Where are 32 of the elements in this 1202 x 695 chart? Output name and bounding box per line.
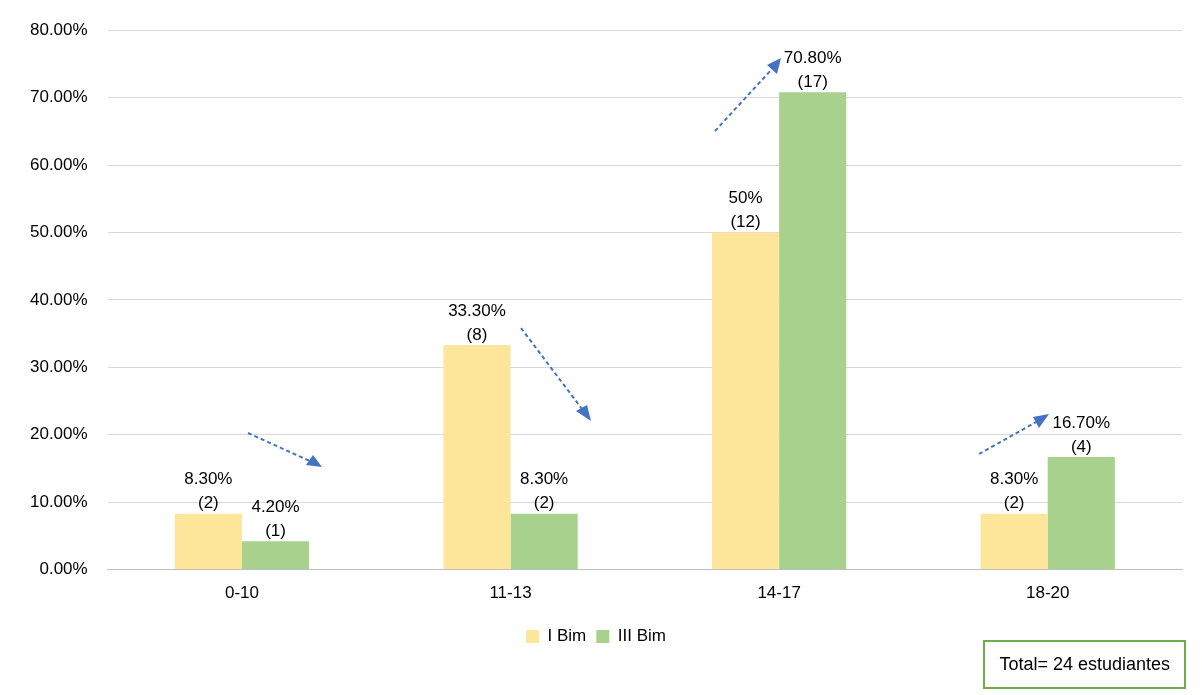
- x-tick-label: 18-20: [1025, 583, 1070, 603]
- data-label: 70.80% (17): [783, 47, 842, 91]
- data-label: 16.70% (4): [1052, 412, 1111, 456]
- bar: [443, 345, 511, 570]
- bar: [241, 541, 310, 570]
- data-label: 8.30% (2): [184, 469, 233, 513]
- data-label: 8.30% (2): [520, 469, 569, 513]
- y-tick-label: 60.00%: [29, 154, 88, 174]
- legend-label: I Bim: [547, 626, 587, 646]
- data-label: 50% (12): [728, 188, 763, 232]
- bar: [174, 513, 242, 570]
- y-tick-label: 0.00%: [39, 559, 88, 579]
- x-tick-label: 14-17: [757, 583, 801, 603]
- x-tick-label: 0-10: [224, 583, 259, 603]
- text: Total= 24 estudiantes: [983, 640, 1186, 689]
- bar: [1047, 457, 1115, 570]
- y-tick-label: 80.00%: [29, 19, 88, 39]
- y-tick-label: 30.00%: [29, 357, 88, 377]
- x-tick-label: 11-13: [489, 583, 532, 603]
- y-tick-label: 50.00%: [29, 222, 88, 242]
- data-label: 33.30% (8): [448, 300, 506, 344]
- bar: [779, 92, 847, 570]
- y-tick-label: 40.00%: [29, 289, 88, 309]
- y-tick-label: 20.00%: [29, 424, 88, 444]
- data-label: 8.30% (2): [990, 469, 1039, 513]
- data-label: 4.20% (1): [251, 496, 300, 540]
- y-tick-label: 70.00%: [29, 87, 88, 107]
- bar: [980, 513, 1048, 570]
- bar: [711, 232, 780, 570]
- bar: [510, 513, 578, 570]
- y-tick-label: 10.00%: [29, 491, 88, 511]
- legend-label: III Bim: [617, 626, 666, 646]
